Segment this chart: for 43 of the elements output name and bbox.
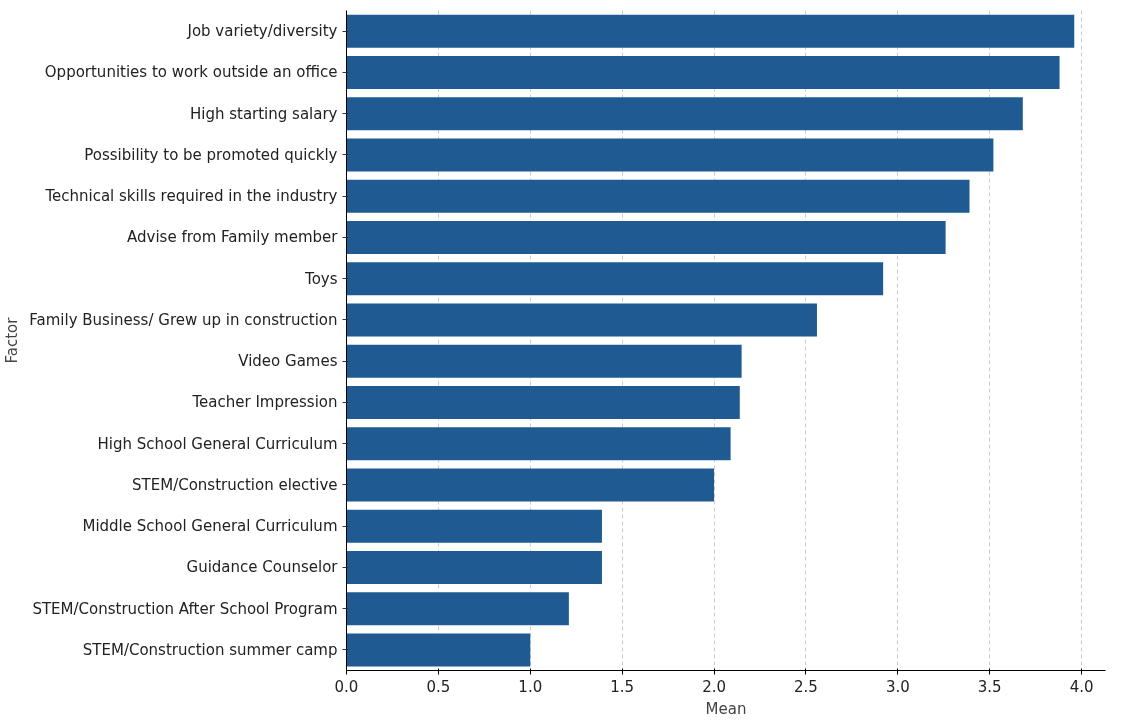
y-tick-label: STEM/Construction After School Program [32,599,338,618]
x-tick-label: 3.0 [885,677,910,696]
bar [346,633,531,667]
bar [346,262,884,296]
bar [346,303,817,337]
bar [346,509,602,543]
y-tick-label: Possibility to be promoted quickly [84,145,338,164]
y-tick-label: Family Business/ Grew up in construction [29,310,338,329]
x-tick-label: 1.0 [518,677,543,696]
y-tick-label: STEM/Construction summer camp [82,640,338,659]
x-tick-label: 2.5 [794,677,818,696]
y-tick-label: High starting salary [189,104,338,123]
bar [346,179,970,213]
x-tick-label: 3.5 [977,677,1002,696]
x-tick-label: 4.0 [1069,677,1094,696]
x-tick-label: 0.5 [426,677,451,696]
bar [346,468,715,502]
y-tick-label: Job variety/diversity [186,22,338,41]
x-tick-label: 1.5 [610,677,635,696]
bar [346,550,602,584]
y-tick-label: Video Games [238,352,338,371]
x-axis-title: Mean [705,699,747,718]
x-tick-label: 2.0 [702,677,726,696]
y-tick-label: Teacher Impression [191,393,338,412]
y-tick-label: High School General Curriculum [97,434,338,453]
y-tick-label: Advise from Family member [127,228,339,247]
y-tick-label: Toys [304,269,338,288]
bar [346,385,740,419]
y-tick-label: Opportunities to work outside an office [44,63,338,82]
y-tick-label: Technical skills required in the industry [44,187,338,206]
y-tick-label: STEM/Construction elective [132,475,338,494]
bar [346,220,946,254]
x-tick-label: 0.0 [334,677,359,696]
bar [346,55,1060,89]
bar [346,427,731,461]
y-tick-label: Guidance Counselor [186,558,339,577]
bar [346,14,1075,48]
bar [346,344,742,378]
y-tick-label: Middle School General Curriculum [82,517,338,536]
y-axis-title: Factor [3,316,22,364]
bar [346,592,569,626]
bar [346,138,994,172]
bar [346,97,1023,131]
